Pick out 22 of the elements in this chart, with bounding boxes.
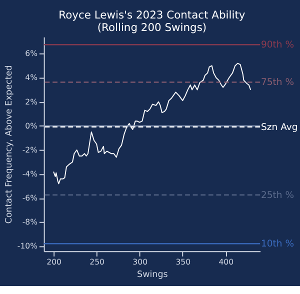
y-axis-title: Contact Frequency, Above Expected bbox=[4, 65, 15, 224]
ref-line-label: 10th % bbox=[261, 238, 294, 250]
ref-line-label: 90th % bbox=[261, 40, 294, 51]
x-tick-label: 250 bbox=[90, 257, 105, 266]
y-tick-label: -4% bbox=[22, 170, 38, 179]
ref-line-label: Szn Avg bbox=[261, 122, 298, 133]
ref-line-label: 75th % bbox=[261, 77, 294, 88]
y-tick-label: 6% bbox=[25, 49, 38, 58]
x-axis-title: Swings bbox=[137, 270, 168, 280]
x-tick-label: 200 bbox=[46, 257, 62, 266]
y-tick-label: -8% bbox=[22, 218, 38, 227]
x-tick-label: 350 bbox=[176, 257, 191, 266]
y-tick-label: -2% bbox=[22, 145, 38, 154]
y-tick-label: 4% bbox=[25, 73, 38, 82]
y-tick-label: 2% bbox=[25, 97, 38, 106]
y-tick-label: 0% bbox=[25, 121, 38, 130]
ref-line-label: 25th % bbox=[261, 190, 294, 201]
y-tick-label: -10% bbox=[17, 242, 38, 251]
x-tick-label: 400 bbox=[218, 257, 234, 266]
x-tick-label: 300 bbox=[132, 257, 148, 266]
y-tick-label: -6% bbox=[22, 194, 38, 203]
chart-title: Royce Lewis's 2023 Contact Ability (Rolling 200 Swings) bbox=[58, 8, 246, 34]
